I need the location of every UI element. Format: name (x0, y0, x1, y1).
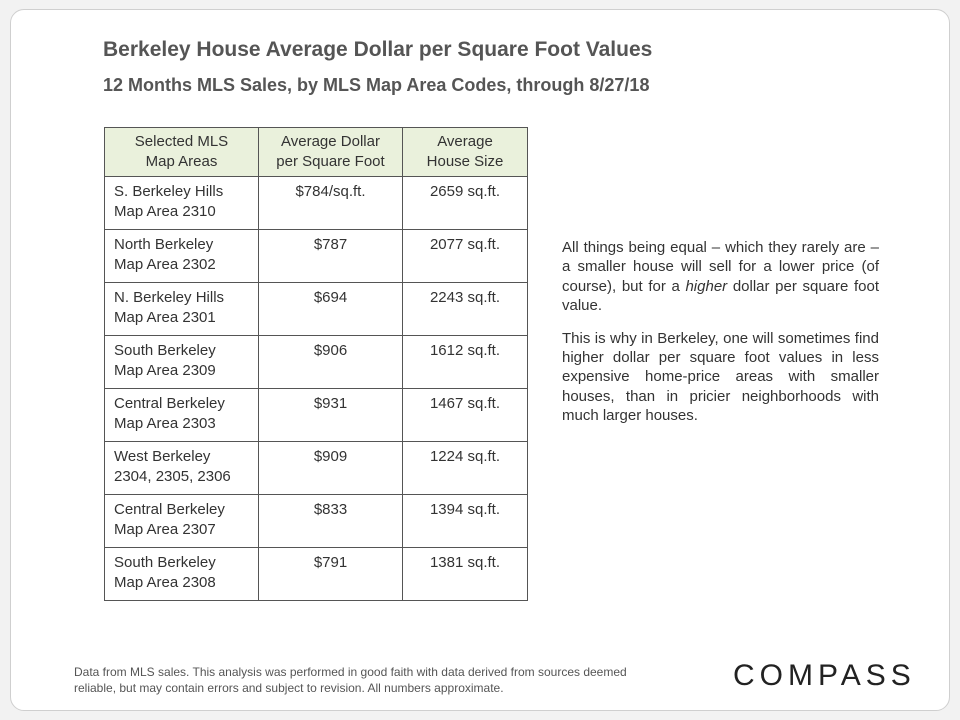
table-row: N. Berkeley Hills Map Area 2301 $694 2243 s… (104, 282, 528, 336)
footer-disclaimer: Data from MLS sales. This analysis was p… (74, 665, 627, 695)
table-row: South Berkeley Map Area 2309 $906 1612 sq.f… (104, 335, 528, 389)
house-size-cell: 1612 sq.ft. (402, 335, 528, 389)
house-size-cell: 1467 sq.ft. (402, 388, 528, 442)
dollar-per-sqft-cell: $791 (258, 547, 403, 601)
table-row: Central Berkeley Map Area 2307 $833 1394 sq… (104, 494, 528, 548)
table-row: North Berkeley Map Area 2302 $787 2077 sq.f… (104, 229, 528, 283)
table-row: S. Berkeley Hills Map Area 2310 $784/sq.ft… (104, 176, 528, 230)
header-dollar-per-sqft: Average Dollar per Square Foot (258, 127, 403, 177)
dollar-per-sqft-cell: $787 (258, 229, 403, 283)
compass-logo: COMPASS (733, 659, 916, 692)
dollar-per-sqft-cell: $909 (258, 441, 403, 495)
map-area-cell: Central Berkeley Map Area 2303 (104, 388, 259, 442)
dollar-per-sqft-cell: $784/sq.ft. (258, 176, 403, 230)
data-table: Selected MLS Map Areas Average Dollar pe… (104, 127, 528, 601)
map-area-cell: South Berkeley Map Area 2309 (104, 335, 259, 389)
house-size-cell: 1224 sq.ft. (402, 441, 528, 495)
house-size-cell: 2659 sq.ft. (402, 176, 528, 230)
house-size-cell: 1394 sq.ft. (402, 494, 528, 548)
map-area-cell: Central Berkeley Map Area 2307 (104, 494, 259, 548)
table-header-row: Selected MLS Map Areas Average Dollar pe… (104, 127, 528, 177)
house-size-cell: 2243 sq.ft. (402, 282, 528, 336)
explanatory-note: All things being equal – which they rare… (562, 238, 879, 439)
note-paragraph-2: This is why in Berkeley, one will someti… (562, 329, 879, 425)
dollar-per-sqft-cell: $931 (258, 388, 403, 442)
table-row: West Berkeley 2304, 2305, 2306 $909 1224 sq… (104, 441, 528, 495)
header-house-size: Average House Size (402, 127, 528, 177)
table-row: Central Berkeley Map Area 2303 $931 1467 sq… (104, 388, 528, 442)
table-body: S. Berkeley Hills Map Area 2310 $784/sq.ft… (104, 176, 528, 601)
page-title: Berkeley House Average Dollar per Square… (103, 38, 653, 61)
map-area-cell: North Berkeley Map Area 2302 (104, 229, 259, 283)
dollar-per-sqft-cell: $694 (258, 282, 403, 336)
house-size-cell: 2077 sq.ft. (402, 229, 528, 283)
table-row: South Berkeley Map Area 2308 $791 1381 sq.f… (104, 547, 528, 601)
dollar-per-sqft-cell: $906 (258, 335, 403, 389)
map-area-cell: West Berkeley 2304, 2305, 2306 (104, 441, 259, 495)
map-area-cell: N. Berkeley Hills Map Area 2301 (104, 282, 259, 336)
dollar-per-sqft-cell: $833 (258, 494, 403, 548)
header-map-areas: Selected MLS Map Areas (104, 127, 259, 177)
map-area-cell: South Berkeley Map Area 2308 (104, 547, 259, 601)
map-area-cell: S. Berkeley Hills Map Area 2310 (104, 176, 259, 230)
page-subtitle: 12 Months MLS Sales, by MLS Map Area Cod… (103, 75, 650, 95)
house-size-cell: 1381 sq.ft. (402, 547, 528, 601)
note-paragraph-1: All things being equal – which they rare… (562, 239, 879, 315)
